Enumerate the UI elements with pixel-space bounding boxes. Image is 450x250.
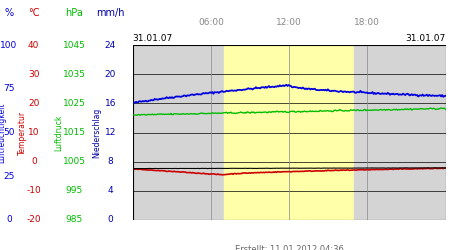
Text: 30: 30 (28, 70, 40, 79)
Text: 24: 24 (104, 40, 116, 50)
Text: hPa: hPa (65, 8, 83, 18)
Text: 0: 0 (108, 216, 113, 224)
Text: 1025: 1025 (63, 99, 86, 108)
Text: 20: 20 (28, 99, 40, 108)
Text: 0: 0 (6, 216, 12, 224)
Text: %: % (4, 8, 13, 18)
Text: °C: °C (28, 8, 40, 18)
Text: 10: 10 (28, 128, 40, 137)
Text: 20: 20 (104, 70, 116, 79)
Text: 100: 100 (0, 40, 18, 50)
Text: 31.01.07: 31.01.07 (405, 34, 446, 43)
Text: 1005: 1005 (63, 157, 86, 166)
Text: 1035: 1035 (63, 70, 86, 79)
Text: 31.01.07: 31.01.07 (133, 34, 173, 43)
Text: 06:00: 06:00 (198, 18, 224, 28)
Text: -10: -10 (27, 186, 41, 195)
Text: 18:00: 18:00 (355, 18, 380, 28)
Text: 50: 50 (3, 128, 15, 137)
Text: Luftfeuchtigkeit: Luftfeuchtigkeit (0, 102, 6, 163)
Text: 985: 985 (66, 216, 83, 224)
Text: 8: 8 (108, 157, 113, 166)
Text: 4: 4 (108, 186, 113, 195)
Text: 1015: 1015 (63, 128, 86, 137)
Text: 40: 40 (28, 40, 40, 50)
Text: -20: -20 (27, 216, 41, 224)
Text: Niederschlag: Niederschlag (92, 108, 101, 158)
Text: 75: 75 (3, 84, 15, 93)
Text: 0: 0 (31, 157, 36, 166)
Text: 25: 25 (3, 172, 15, 181)
Text: 12: 12 (104, 128, 116, 137)
Bar (354, 45, 446, 220)
Bar (224, 45, 354, 220)
Text: Erstellt: 11.01.2012 04:36: Erstellt: 11.01.2012 04:36 (235, 244, 343, 250)
Text: mm/h: mm/h (96, 8, 125, 18)
Text: 12:00: 12:00 (276, 18, 302, 28)
Text: 16: 16 (104, 99, 116, 108)
Bar (133, 45, 224, 220)
Text: Temperatur: Temperatur (18, 110, 27, 154)
Text: 1045: 1045 (63, 40, 86, 50)
Text: Luftdruck: Luftdruck (54, 114, 63, 151)
Text: 995: 995 (66, 186, 83, 195)
